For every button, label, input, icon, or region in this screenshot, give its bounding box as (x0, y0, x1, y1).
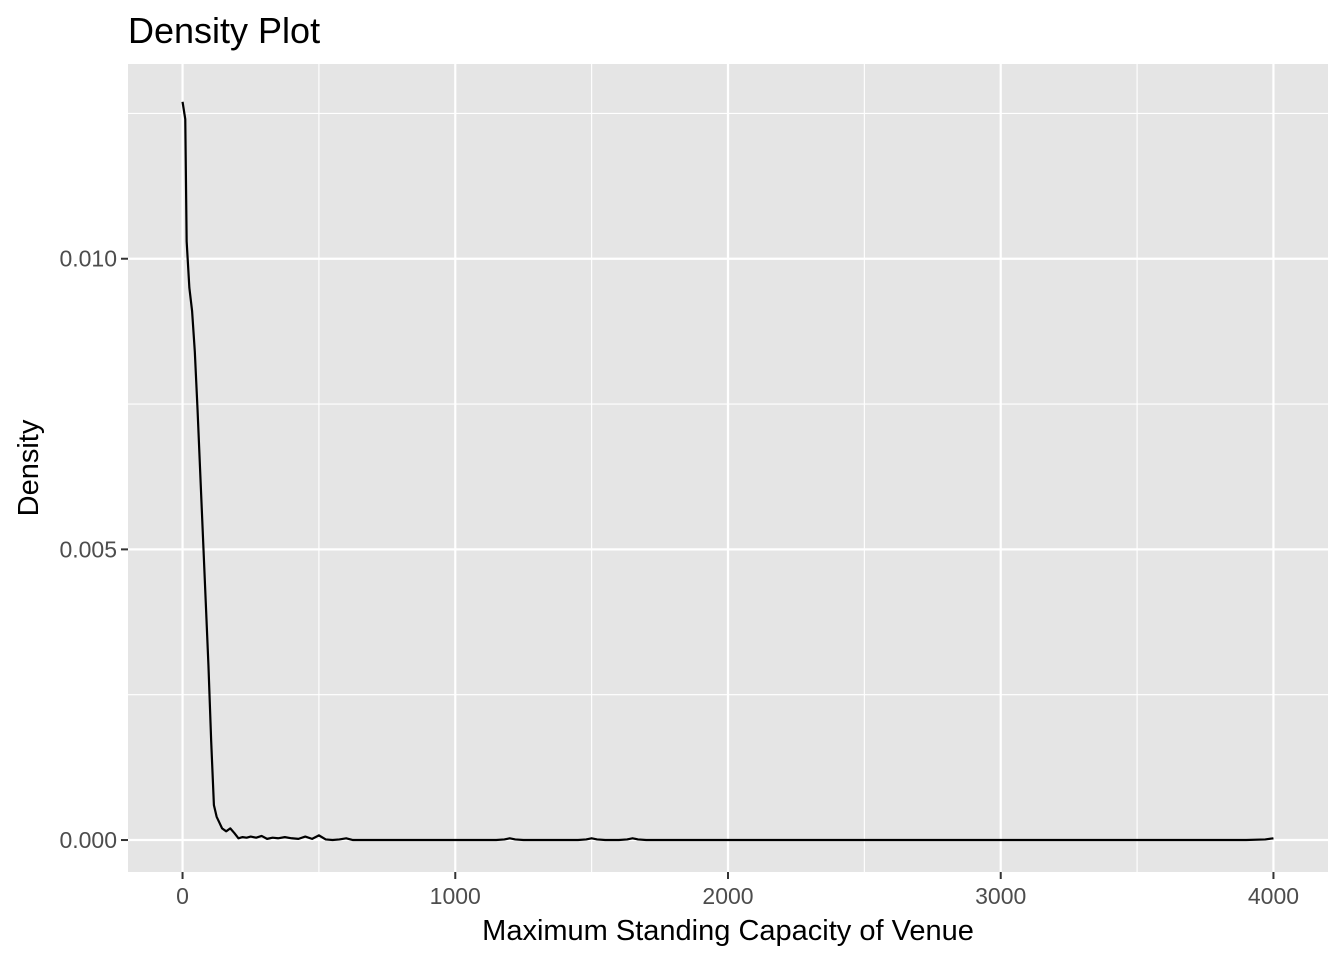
x-axis: 0 1000 2000 3000 4000 (176, 872, 1299, 909)
x-tick-label: 2000 (702, 883, 753, 909)
x-tick-label: 1000 (430, 883, 481, 909)
x-tick-label: 3000 (975, 883, 1026, 909)
grid-lines (128, 64, 1328, 872)
y-axis-title: Density (13, 419, 45, 516)
y-tick-label: 0.000 (59, 827, 117, 853)
chart-title: Density Plot (128, 10, 320, 51)
density-line (181, 101, 1274, 842)
x-tick-label: 4000 (1248, 883, 1299, 909)
x-tick-label: 0 (176, 883, 189, 909)
y-tick-label: 0.010 (59, 246, 117, 272)
y-tick-label: 0.005 (59, 536, 117, 562)
x-axis-title: Maximum Standing Capacity of Venue (482, 915, 974, 947)
y-axis: 0.000 0.005 0.010 (59, 246, 128, 853)
